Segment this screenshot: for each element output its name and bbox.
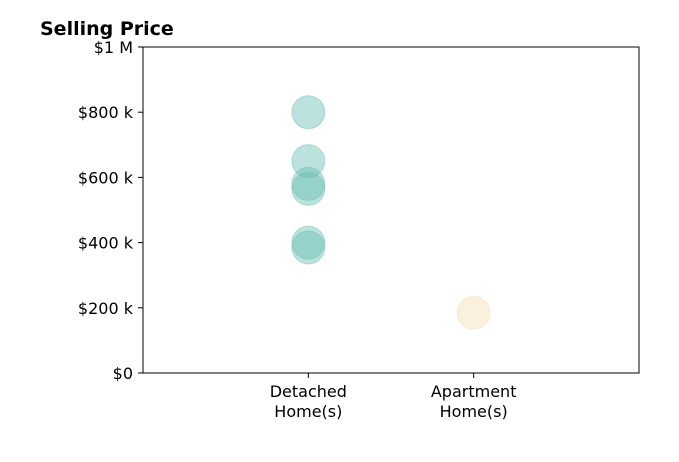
y-axis: $0 $200 k $400 k $600 k $800 k $1 M — [78, 38, 143, 383]
x-tick-label: Detached Home(s) — [270, 382, 347, 421]
chart-title: Selling Price — [40, 18, 174, 40]
data-point — [456, 295, 491, 330]
data-point — [291, 95, 326, 130]
data-point — [291, 171, 326, 206]
plot-area-frame — [142, 46, 640, 374]
y-tick-label: $800 k — [78, 103, 134, 122]
y-tick-label: $200 k — [78, 299, 134, 318]
x-tick-label: Apartment Home(s) — [431, 382, 517, 421]
data-point — [291, 230, 326, 265]
y-tick-label: $600 k — [78, 168, 134, 187]
y-tick-label: $400 k — [78, 234, 134, 253]
x-axis: Detached Home(s) Apartment Home(s) — [270, 373, 517, 421]
data-point — [291, 166, 326, 201]
y-tick-label: $1 M — [94, 38, 133, 57]
data-points — [291, 95, 491, 330]
y-tick-label: $0 — [113, 364, 133, 383]
data-point — [291, 144, 326, 179]
data-point — [291, 225, 326, 260]
